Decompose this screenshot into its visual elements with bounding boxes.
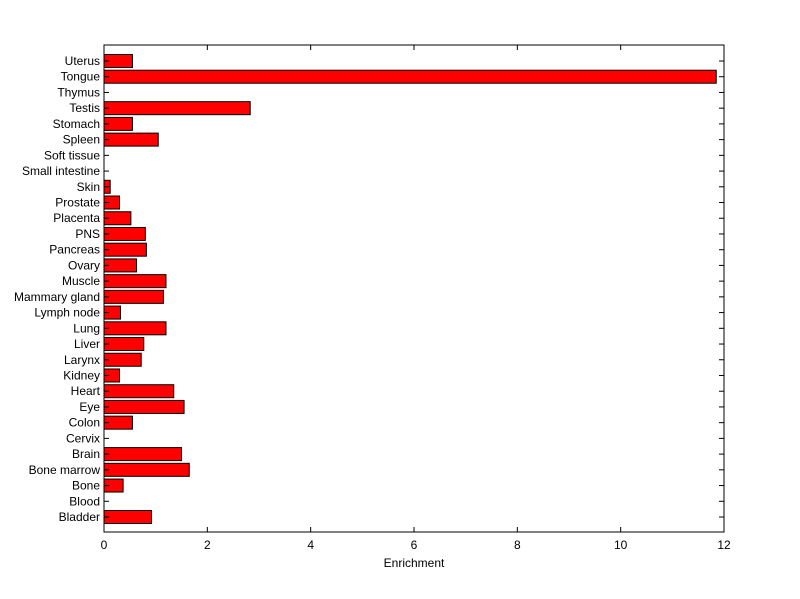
plot-frame — [103, 44, 725, 533]
y-tick-label-thymus: Thymus — [57, 85, 100, 99]
y-tick-label-lymph-node: Lymph node — [34, 306, 100, 320]
y-tick-label-blood: Blood — [69, 494, 100, 508]
y-tick-label-eye: Eye — [79, 400, 100, 414]
x-axis-label: Enrichment — [384, 556, 445, 570]
bar-mammary-gland — [103, 289, 164, 304]
y-tick-label-heart: Heart — [71, 384, 101, 398]
bar-lung — [103, 321, 167, 336]
x-ticks-layer: 0 2 4 6 8 10 12 — [101, 45, 731, 552]
x-tick-label-12: 12 — [717, 538, 731, 552]
y-tick-label-ovary: Ovary — [68, 258, 100, 272]
y-tick-label-bone-marrow: Bone marrow — [29, 463, 101, 477]
bar-larynx — [103, 352, 142, 367]
bar-testis — [103, 101, 251, 116]
y-tick-label-pns: PNS — [75, 227, 100, 241]
bar-heart — [103, 384, 175, 399]
y-tick-label-lung: Lung — [73, 321, 100, 335]
x-tick-label-10: 10 — [614, 538, 628, 552]
y-tick-label-liver: Liver — [74, 337, 100, 351]
x-tick-label-8: 8 — [514, 538, 521, 552]
y-tick-label-bladder: Bladder — [59, 510, 100, 524]
y-tick-label-mammary-gland: Mammary gland — [14, 290, 100, 304]
x-tick-label-6: 6 — [411, 538, 418, 552]
bar-pancreas — [103, 242, 147, 257]
y-tick-label-cervix: Cervix — [66, 431, 100, 445]
y-tick-label-larynx: Larynx — [64, 353, 100, 367]
y-tick-label-colon: Colon — [69, 416, 100, 430]
y-tick-label-tongue: Tongue — [61, 70, 101, 84]
y-tick-label-soft-tissue: Soft tissue — [44, 148, 100, 162]
y-tick-label-prostate: Prostate — [55, 196, 100, 210]
x-tick-label-4: 4 — [307, 538, 314, 552]
bar-bladder — [103, 510, 153, 524]
y-tick-label-brain: Brain — [72, 447, 100, 461]
y-tick-label-spleen: Spleen — [63, 133, 100, 147]
y-tick-label-skin: Skin — [77, 180, 100, 194]
y-tick-label-kidney: Kidney — [63, 368, 100, 382]
bar-liver — [103, 337, 145, 352]
bar-spleen — [103, 132, 159, 147]
y-tick-label-stomach: Stomach — [53, 117, 100, 131]
x-tick-label-2: 2 — [204, 538, 211, 552]
bar-eye — [103, 399, 185, 414]
bar-tongue — [103, 69, 717, 84]
bar-bone-marrow — [103, 462, 190, 477]
y-tick-label-uterus: Uterus — [65, 54, 100, 68]
y-tick-label-pancreas: Pancreas — [49, 243, 100, 257]
plot-background — [104, 45, 724, 532]
y-tick-label-testis: Testis — [69, 101, 100, 115]
y-tick-label-muscle: Muscle — [62, 274, 100, 288]
y-tick-label-placenta: Placenta — [53, 211, 100, 225]
y-tick-label-small-intestine: Small intestine — [22, 164, 100, 178]
x-tick-label-0: 0 — [101, 538, 108, 552]
y-tick-label-bone: Bone — [72, 479, 100, 493]
bar-muscle — [103, 274, 167, 289]
bar-brain — [103, 447, 182, 462]
bar-pns — [103, 226, 146, 241]
